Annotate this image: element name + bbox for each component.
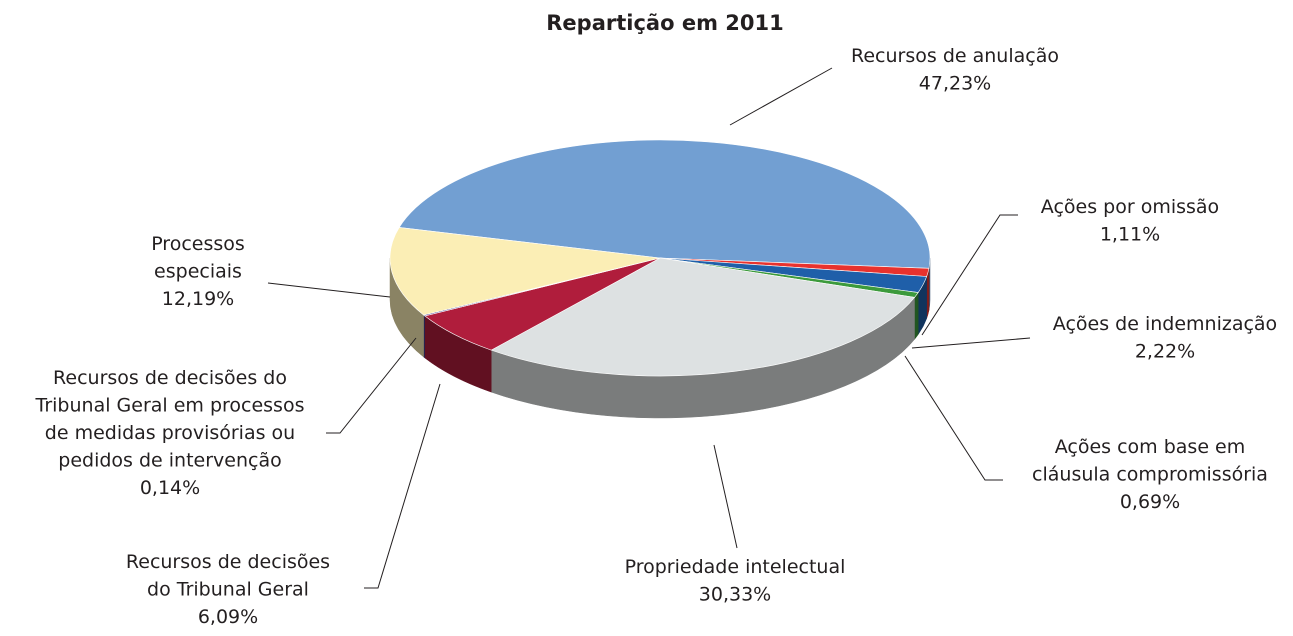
- slice: [389, 227, 661, 316]
- category-label: Recursos de decisões do Tribunal Geral: [126, 551, 330, 601]
- leader-line: [904, 355, 1003, 481]
- value-label: 1,11%: [1100, 224, 1160, 246]
- category-label: Recursos de anulação: [851, 45, 1059, 67]
- pie-tops: [389, 139, 931, 377]
- leader-line: [921, 214, 1018, 336]
- value-label: 30,33%: [699, 584, 771, 606]
- chart-title: Repartição em 2011: [546, 11, 783, 35]
- value-label: 0,14%: [140, 477, 200, 499]
- value-label: 0,69%: [1120, 491, 1180, 513]
- slice: [490, 257, 916, 377]
- value-label: 2,22%: [1135, 341, 1195, 363]
- category-label: Recursos de decisões do Tribunal Geral em…: [35, 367, 305, 472]
- category-label: Ações com base em cláusula compromissória: [1032, 436, 1268, 486]
- leader-line: [364, 383, 441, 589]
- leader-line: [267, 282, 391, 298]
- slice-side: [914, 291, 919, 341]
- slice: [398, 139, 931, 269]
- leader-line: [326, 337, 417, 434]
- leader-line: [729, 67, 833, 126]
- category-label: Propriedade intelectual: [625, 556, 846, 578]
- category-label: Processos especiais: [151, 233, 245, 283]
- value-label: 6,09%: [198, 606, 258, 628]
- value-label: 47,23%: [919, 73, 991, 95]
- category-label: Ações por omissão: [1041, 196, 1219, 218]
- category-label: Ações de indemnização: [1053, 313, 1277, 335]
- leader-line: [713, 444, 738, 549]
- leader-line: [911, 337, 1031, 349]
- value-label: 12,19%: [162, 288, 234, 310]
